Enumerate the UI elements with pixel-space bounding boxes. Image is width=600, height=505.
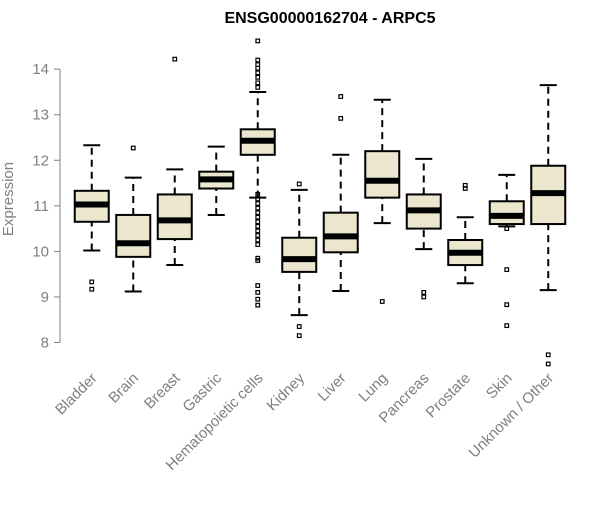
outlier-point xyxy=(255,219,261,225)
outlier-point xyxy=(504,323,510,329)
outlier-point xyxy=(255,237,261,243)
category-label: Breast xyxy=(141,369,184,412)
outlier-point xyxy=(255,57,261,63)
outlier-point xyxy=(255,210,261,216)
box-group xyxy=(364,98,401,304)
y-tick-label: 8 xyxy=(41,335,49,352)
outlier-point xyxy=(504,226,510,232)
chart-title: ENSG00000162704 - ARPC5 xyxy=(224,10,435,27)
outlier-point xyxy=(255,196,261,202)
outlier-point xyxy=(255,65,261,71)
y-axis-title: Expression xyxy=(0,162,17,236)
iqr-box xyxy=(115,213,152,258)
outlier-point xyxy=(255,84,261,90)
outlier-point xyxy=(255,70,261,76)
outlier-point xyxy=(89,279,95,285)
outlier-point xyxy=(296,324,302,329)
y-tick-label: 10 xyxy=(32,243,49,260)
box-group xyxy=(115,145,152,293)
outlier-point xyxy=(338,115,344,121)
outlier-point xyxy=(545,352,551,358)
box-group xyxy=(405,157,442,300)
box-group xyxy=(239,38,276,308)
y-tick-label: 11 xyxy=(33,198,49,215)
outlier-point xyxy=(421,289,427,295)
category-label: Kidney xyxy=(264,369,309,414)
outlier-point xyxy=(255,302,261,308)
iqr-box xyxy=(156,193,193,241)
outlier-point xyxy=(255,233,261,238)
box-group xyxy=(322,94,359,293)
category-label: Skin xyxy=(483,370,516,403)
outlier-point xyxy=(255,38,261,44)
box-group xyxy=(198,145,235,216)
outlier-point xyxy=(379,299,385,304)
outlier-point xyxy=(255,258,261,263)
outlier-point xyxy=(504,302,510,308)
outlier-point xyxy=(255,242,261,247)
y-tick-label: 14 xyxy=(32,61,49,78)
outlier-point xyxy=(130,145,136,151)
outlier-point xyxy=(255,205,261,211)
outlier-point xyxy=(255,223,261,229)
y-axis: 8 9 10 11 12 13 14 xyxy=(32,61,61,352)
box-group xyxy=(530,84,567,367)
outlier-point xyxy=(296,181,302,187)
y-tick-label: 9 xyxy=(41,289,49,306)
outlier-point xyxy=(255,201,261,206)
category-label: Brain xyxy=(105,370,142,407)
outlier-point xyxy=(504,267,510,273)
category-label: Liver xyxy=(315,370,350,405)
outlier-point xyxy=(255,289,261,295)
outlier-point xyxy=(255,228,261,234)
outlier-point xyxy=(255,296,261,302)
outlier-point xyxy=(89,286,95,292)
outlier-point xyxy=(421,294,427,300)
outlier-point xyxy=(255,283,261,288)
iqr-box xyxy=(364,150,401,199)
outlier-point xyxy=(255,74,261,80)
y-tick-label: 12 xyxy=(32,152,49,169)
category-label: Lung xyxy=(355,370,391,406)
y-tick-label: 13 xyxy=(32,107,49,124)
category-label: Bladder xyxy=(52,370,101,419)
box-group xyxy=(488,173,525,329)
box-group xyxy=(73,144,110,292)
box-group xyxy=(156,56,193,267)
outlier-point xyxy=(296,333,302,339)
outlier-point xyxy=(255,80,261,86)
iqr-box xyxy=(488,200,525,226)
box-group xyxy=(447,182,484,285)
boxes-layer xyxy=(73,38,567,367)
outlier-point xyxy=(172,56,178,62)
box-group xyxy=(281,181,318,339)
category-label: Prostate xyxy=(423,370,475,422)
outlier-point xyxy=(462,186,468,191)
outlier-point xyxy=(545,361,551,367)
outlier-point xyxy=(338,94,344,99)
outlier-point xyxy=(255,214,261,220)
outlier-point xyxy=(255,192,261,197)
iqr-box xyxy=(281,236,318,273)
iqr-box xyxy=(322,211,359,254)
